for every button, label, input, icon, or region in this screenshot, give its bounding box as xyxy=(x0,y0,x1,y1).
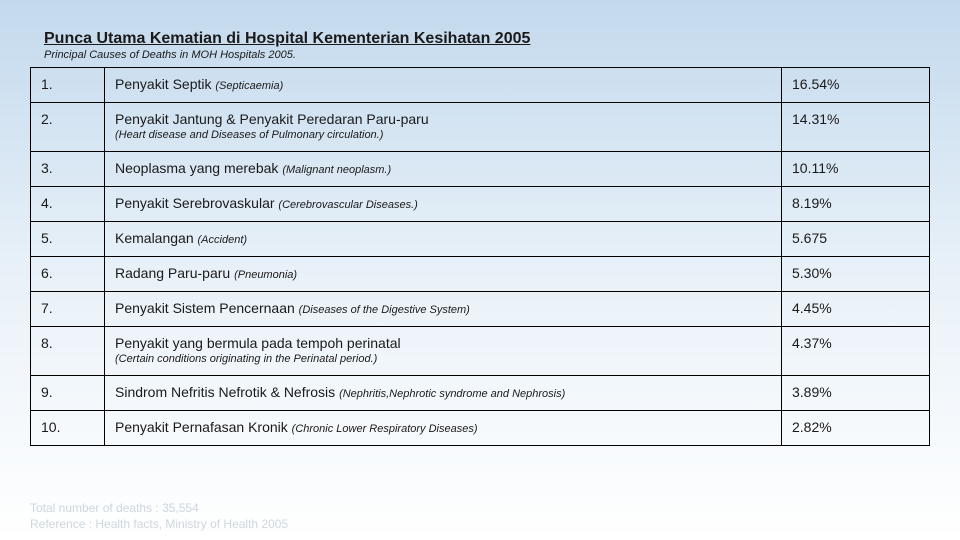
cause-term: Neoplasma yang merebak xyxy=(115,160,278,176)
cause-term: Penyakit yang bermula pada tempoh perina… xyxy=(115,335,401,351)
table-row: 7. Penyakit Sistem Pencernaan (Diseases … xyxy=(31,292,930,327)
rank-cell: 9. xyxy=(31,376,105,411)
cause-cell: Sindrom Nefritis Nefrotik & Nefrosis (Ne… xyxy=(105,376,782,411)
rank-cell: 5. xyxy=(31,222,105,257)
cause-term: Sindrom Nefritis Nefrotik & Nefrosis xyxy=(115,384,335,400)
table-row: 9. Sindrom Nefritis Nefrotik & Nefrosis … xyxy=(31,376,930,411)
pct-cell: 2.82% xyxy=(782,411,930,446)
rank-cell: 10. xyxy=(31,411,105,446)
cause-term: Penyakit Pernafasan Kronik xyxy=(115,419,288,435)
footer-notes: Total number of deaths : 35,554 Referenc… xyxy=(30,500,288,532)
table-row: 1. Penyakit Septik (Septicaemia) 16.54% xyxy=(31,68,930,103)
pct-cell: 16.54% xyxy=(782,68,930,103)
cause-paren: (Chronic Lower Respiratory Diseases) xyxy=(292,423,478,435)
cause-cell: Penyakit Jantung & Penyakit Peredaran Pa… xyxy=(105,103,782,152)
cause-cell: Neoplasma yang merebak (Malignant neopla… xyxy=(105,152,782,187)
page-title-en: Principal Causes of Deaths in MOH Hospit… xyxy=(44,49,930,61)
rank-cell: 6. xyxy=(31,257,105,292)
table-row: 6. Radang Paru-paru (Pneumonia) 5.30% xyxy=(31,257,930,292)
page-title-ms: Punca Utama Kematian di Hospital Kemente… xyxy=(44,30,930,48)
cause-cell: Penyakit Pernafasan Kronik (Chronic Lowe… xyxy=(105,411,782,446)
table-row: 8. Penyakit yang bermula pada tempoh per… xyxy=(31,327,930,376)
pct-cell: 4.37% xyxy=(782,327,930,376)
cause-cell: Kemalangan (Accident) xyxy=(105,222,782,257)
pct-cell: 5.30% xyxy=(782,257,930,292)
cause-paren: (Pneumonia) xyxy=(234,269,297,281)
cause-cell: Penyakit Serebrovaskular (Cerebrovascula… xyxy=(105,187,782,222)
causes-table: 1. Penyakit Septik (Septicaemia) 16.54% … xyxy=(30,67,930,446)
footer-reference: Reference : Health facts, Ministry of He… xyxy=(30,516,288,532)
pct-cell: 8.19% xyxy=(782,187,930,222)
cause-term: Penyakit Sistem Pencernaan xyxy=(115,300,295,316)
cause-cell: Penyakit Sistem Pencernaan (Diseases of … xyxy=(105,292,782,327)
cause-cell: Penyakit Septik (Septicaemia) xyxy=(105,68,782,103)
table-row: 5. Kemalangan (Accident) 5.675 xyxy=(31,222,930,257)
pct-cell: 5.675 xyxy=(782,222,930,257)
cause-subline: (Heart disease and Diseases of Pulmonary… xyxy=(115,129,771,141)
slide: Punca Utama Kematian di Hospital Kemente… xyxy=(0,0,960,446)
pct-cell: 3.89% xyxy=(782,376,930,411)
cause-cell: Penyakit yang bermula pada tempoh perina… xyxy=(105,327,782,376)
table-row: 10. Penyakit Pernafasan Kronik (Chronic … xyxy=(31,411,930,446)
table-row: 2. Penyakit Jantung & Penyakit Peredaran… xyxy=(31,103,930,152)
causes-tbody: 1. Penyakit Septik (Septicaemia) 16.54% … xyxy=(31,68,930,446)
footer-total: Total number of deaths : 35,554 xyxy=(30,500,288,516)
cause-term: Penyakit Jantung & Penyakit Peredaran Pa… xyxy=(115,111,429,127)
cause-paren: (Cerebrovascular Diseases.) xyxy=(278,199,417,211)
cause-cell: Radang Paru-paru (Pneumonia) xyxy=(105,257,782,292)
cause-term: Penyakit Serebrovaskular xyxy=(115,195,275,211)
table-row: 4. Penyakit Serebrovaskular (Cerebrovasc… xyxy=(31,187,930,222)
rank-cell: 8. xyxy=(31,327,105,376)
rank-cell: 2. xyxy=(31,103,105,152)
cause-paren: (Nephritis,Nephrotic syndrome and Nephro… xyxy=(339,388,565,400)
pct-cell: 14.31% xyxy=(782,103,930,152)
pct-cell: 4.45% xyxy=(782,292,930,327)
cause-term: Radang Paru-paru xyxy=(115,265,230,281)
cause-paren: (Malignant neoplasm.) xyxy=(282,164,391,176)
rank-cell: 3. xyxy=(31,152,105,187)
cause-paren: (Septicaemia) xyxy=(215,80,283,92)
cause-term: Kemalangan xyxy=(115,230,194,246)
rank-cell: 7. xyxy=(31,292,105,327)
rank-cell: 4. xyxy=(31,187,105,222)
rank-cell: 1. xyxy=(31,68,105,103)
table-row: 3. Neoplasma yang merebak (Malignant neo… xyxy=(31,152,930,187)
cause-paren: (Accident) xyxy=(198,234,248,246)
pct-cell: 10.11% xyxy=(782,152,930,187)
cause-term: Penyakit Septik xyxy=(115,76,212,92)
cause-paren: (Diseases of the Digestive System) xyxy=(299,304,470,316)
cause-subline: (Certain conditions originating in the P… xyxy=(115,353,771,365)
